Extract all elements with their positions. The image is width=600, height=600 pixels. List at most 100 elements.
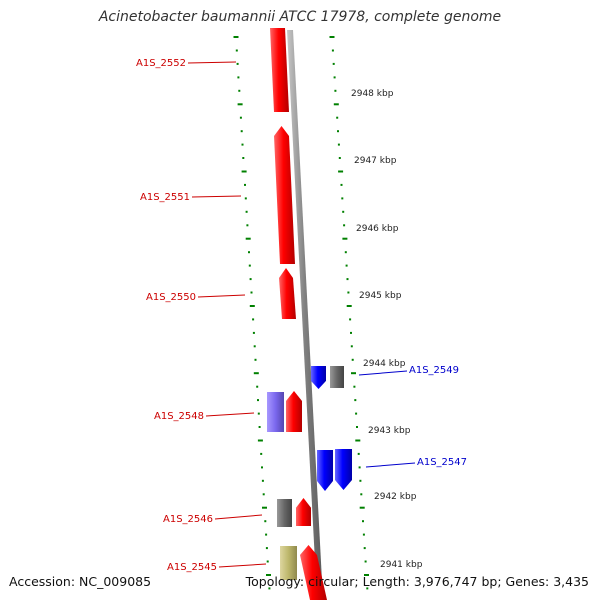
tick-mark: [268, 587, 271, 590]
tick-mark: [245, 237, 251, 240]
label-leader-line: [218, 563, 267, 568]
tick-mark: [342, 210, 345, 213]
tick-mark: [349, 318, 352, 321]
tick-mark: [364, 560, 367, 563]
label-leader-line: [191, 195, 242, 198]
kbp-label-2948: 2948 kbp: [351, 89, 394, 99]
tick-mark: [238, 89, 241, 92]
tick-mark: [233, 36, 239, 38]
gene-label-a1s-2546[interactable]: A1S_2546: [163, 514, 213, 525]
gene-a1s-2551[interactable]: [274, 126, 295, 264]
gene-a1s-2546[interactable]: [296, 498, 311, 526]
gene-label-a1s-2545[interactable]: A1S_2545: [167, 562, 217, 573]
gene-label-a1s-2552[interactable]: A1S_2552: [136, 58, 186, 69]
feature-gray-2549[interactable]: [330, 366, 344, 388]
tick-mark: [338, 170, 344, 173]
gene-a1s-2545[interactable]: [300, 545, 327, 600]
tick-mark: [248, 264, 251, 267]
gene-a1s-2550[interactable]: [279, 268, 296, 319]
tick-mark: [338, 157, 341, 159]
tick-mark: [248, 251, 250, 254]
kbp-label-2947: 2947 kbp: [354, 156, 397, 166]
tick-mark: [241, 170, 247, 173]
feature-olive-2545[interactable]: [280, 546, 297, 580]
tick-mark: [252, 318, 255, 321]
tick-mark: [362, 520, 364, 523]
tick-mark: [362, 533, 365, 536]
tick-mark: [262, 506, 267, 509]
tick-mark: [359, 506, 365, 509]
kbp-label-2946: 2946 kbp: [356, 224, 399, 234]
tick-mark: [340, 183, 343, 186]
tick-mark: [245, 210, 248, 213]
tick-mark: [249, 305, 255, 307]
tick-mark: [261, 479, 264, 482]
gene-label-a1s-2551[interactable]: A1S_2551: [140, 192, 190, 203]
label-leaders: [187, 61, 416, 568]
tick-mark: [366, 587, 369, 590]
tick-mark: [332, 62, 335, 65]
feature-gray-2546[interactable]: [277, 499, 292, 527]
tick-mark: [342, 237, 348, 240]
gene-a1s-2547-b[interactable]: [335, 449, 352, 490]
tick-mark: [344, 251, 347, 254]
gene-label-a1s-2549[interactable]: A1S_2549: [409, 365, 459, 376]
label-leader-line: [205, 412, 255, 417]
tick-mark: [350, 331, 352, 334]
tick-mark: [236, 62, 239, 65]
genome-backbone: [287, 30, 323, 600]
tick-mark: [265, 533, 268, 536]
gene-a1s-2552[interactable]: [270, 28, 289, 112]
accession-text: Accession: NC_009085: [9, 574, 152, 589]
tick-mark: [241, 143, 244, 146]
feature-purple-2548[interactable]: [267, 392, 284, 432]
tick-mark: [244, 197, 247, 200]
kbp-label-2943: 2943 kbp: [368, 426, 411, 436]
tick-mark: [254, 358, 257, 361]
tick-mark: [355, 439, 361, 442]
tick-mark: [357, 452, 360, 455]
tick-mark: [359, 479, 362, 482]
label-leader-line: [197, 294, 246, 298]
tick-mark: [364, 574, 369, 576]
tick-mark: [258, 426, 261, 428]
gene-label-a1s-2548[interactable]: A1S_2548: [154, 411, 204, 422]
gene-label-a1s-2550[interactable]: A1S_2550: [146, 292, 196, 303]
tick-mark: [337, 143, 340, 146]
tick-mark: [353, 385, 356, 388]
tick-mark: [250, 291, 253, 294]
tick-mark: [262, 493, 265, 496]
tick-mark: [239, 116, 242, 119]
kbp-label-2945: 2945 kbp: [359, 291, 402, 301]
label-leader-line: [187, 61, 237, 64]
tick-mark: [260, 452, 263, 455]
tick-mark: [237, 76, 240, 79]
tick-mark: [350, 345, 353, 348]
tick-mark: [266, 574, 271, 576]
kbp-label-2944: 2944 kbp: [363, 359, 406, 369]
label-leader-line: [358, 370, 408, 376]
tick-mark: [336, 116, 339, 119]
tick-mark: [256, 385, 259, 388]
tick-mark: [253, 345, 256, 348]
tick-mark: [242, 157, 245, 159]
gene-label-a1s-2547[interactable]: A1S_2547: [417, 457, 467, 468]
gene-a1s-2549[interactable]: [311, 366, 326, 389]
tick-mark: [356, 426, 358, 428]
kbp-label-2942: 2942 kbp: [374, 492, 417, 502]
tick-marks: [233, 36, 369, 590]
tick-mark: [337, 130, 339, 133]
tick-mark: [246, 224, 249, 227]
tick-mark: [240, 130, 243, 133]
tick-mark: [249, 278, 252, 281]
gene-a1s-2547-a[interactable]: [317, 450, 333, 491]
gene-a1s-2548[interactable]: [286, 391, 302, 432]
tick-mark: [257, 399, 259, 402]
tick-mark: [346, 305, 352, 307]
topology-text: Topology: circular; Length: 3,976,747 bp…: [245, 574, 589, 589]
tick-mark: [363, 547, 366, 550]
tick-mark: [345, 264, 348, 267]
tick-mark: [354, 399, 357, 402]
tick-mark: [331, 49, 334, 52]
